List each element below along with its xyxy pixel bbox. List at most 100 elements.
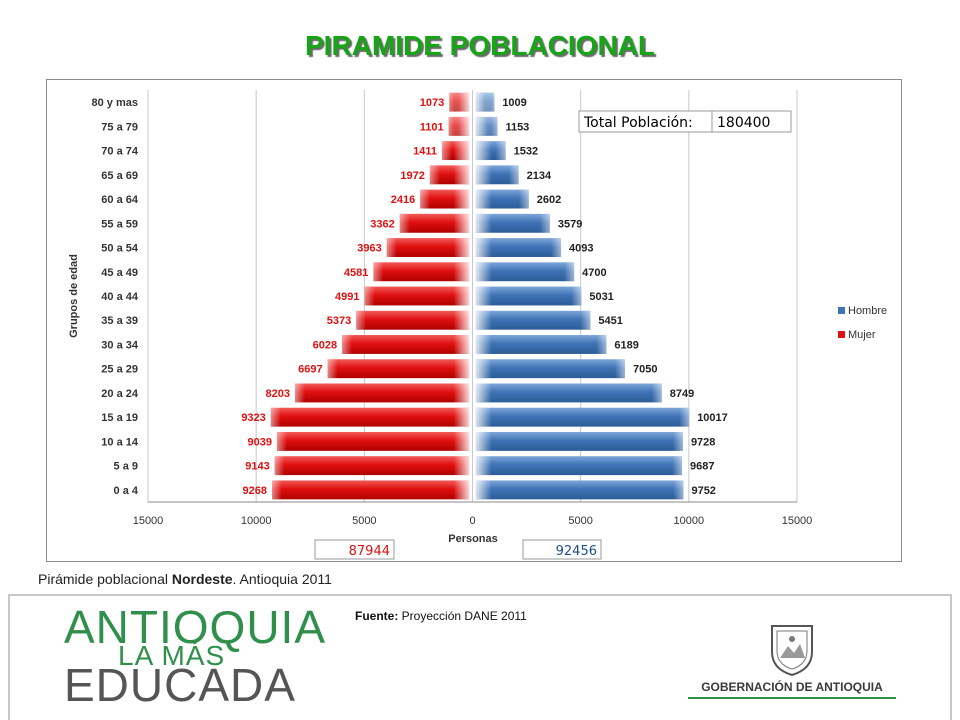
x-axis-title: Personas [448,533,498,545]
bar-hombre-edge [672,431,683,451]
bar-mujer-shine [453,335,470,354]
bar-hombre-edge [487,116,498,136]
value-label-hombre: 10017 [697,412,728,424]
bar-hombre-shine [475,359,492,379]
x-tick-label: 5000 [568,515,592,527]
chart-area: 1009 1073 1153 1101 1532 1411 2134 1972 2602 2416… [46,79,902,562]
value-label-mujer: 1073 [420,97,444,109]
bar-mujer-shine [453,165,470,185]
value-label-mujer: 9143 [245,461,269,473]
value-label-hombre: 1532 [514,146,538,158]
bar-mujer [373,262,470,282]
population-pyramid-chart: 1009 1073 1153 1101 1532 1411 2134 1972 2602 2416… [68,90,887,560]
bar-hombre [475,286,582,306]
bar-hombre-edge [551,238,562,257]
y-category-label: 40 a 44 [101,291,139,303]
y-category-label: 20 a 24 [101,388,139,400]
bar-hombre-edge [508,165,519,185]
legend-swatch-hombre [838,307,845,314]
y-category-label: 50 a 54 [101,243,139,255]
bar-hombre [475,238,562,257]
bar-hombre-edge [673,480,684,500]
bar-mujer [327,359,470,379]
bar-hombre-edge [679,407,690,427]
x-tick-label: 10000 [674,515,705,527]
bar-hombre [475,359,626,379]
bar-mujer [272,480,470,500]
government-name: GOBERNACIÓN DE ANTIOQUIA [701,680,883,694]
value-label-hombre: 4700 [582,267,606,279]
total-population-box: Total Población: 180400 [578,110,792,133]
x-tick-label: 0 [469,515,475,527]
source-note: Fuente: Proyección DANE 2011 [355,609,527,623]
total-population-value: 180400 [717,115,770,131]
y-axis-title: Grupos de edad [68,254,80,338]
value-label-mujer: 2416 [391,194,415,206]
value-label-mujer: 5373 [327,315,351,327]
bar-mujer-edge [272,480,283,500]
bar-hombre [475,213,550,233]
y-category-label: 65 a 69 [101,170,138,182]
bar-mujer-shine [453,310,470,330]
bar-mujer [274,456,470,476]
y-category-label: 25 a 29 [101,364,138,376]
y-category-label: 55 a 59 [101,218,138,230]
bar-hombre-shine [475,310,492,330]
value-label-hombre: 6189 [614,339,638,351]
coat-of-arms-icon [771,625,813,676]
bar-hombre-shine [475,141,492,161]
bar-hombre-edge [571,286,582,306]
total-population-label: Total Población: [583,115,693,131]
y-category-label: 75 a 79 [101,121,138,133]
bar-mujer-shine [453,189,470,209]
bar-hombre-shine [475,383,492,403]
x-tick-label: 10000 [241,515,272,527]
bar-hombre-shine [475,286,492,306]
bar-hombre-edge [564,262,575,282]
bar-hombre-shine [475,480,492,500]
value-label-mujer: 3963 [357,243,381,255]
bar-hombre-edge [495,141,506,161]
bar-hombre-edge [484,92,495,112]
bar-hombre-shine [475,213,492,233]
bar-mujer-shine [453,431,470,451]
bar-hombre-edge [580,310,591,330]
chart-caption: Pirámide poblacional Nordeste. Antioquia… [38,571,332,587]
bar-hombre-shine [475,456,492,476]
total-mujer-box: 87944 [314,539,395,560]
bar-mujer-edge [356,310,367,330]
caption-suffix: . Antioquia 2011 [232,571,332,587]
bar-mujer-edge [399,213,410,233]
source-text: Proyección DANE 2011 [398,609,527,623]
y-category-label: 45 a 49 [101,267,138,279]
legend-label-mujer: Mujer [848,329,876,341]
x-tick-label: 15000 [133,515,164,527]
bar-hombre-shine [475,165,492,185]
bar-mujer [270,407,470,427]
legend-swatch-mujer [838,331,845,338]
value-label-mujer: 8203 [266,388,290,400]
bar-hombre-edge [539,213,550,233]
bar-mujer [364,286,470,306]
bar-hombre [475,335,607,354]
bar-mujer-edge [441,141,452,161]
bar-mujer-shine [453,238,470,257]
bar-hombre-edge [596,335,607,354]
bar-mujer-shine [453,141,470,161]
value-label-mujer: 9323 [241,412,265,424]
government-rule [688,697,896,699]
legend-label-hombre: Hombre [848,305,887,317]
value-label-hombre: 5031 [589,291,613,303]
logo-antioquia: ANTIOQUIA [64,601,327,653]
source-label: Fuente: [355,609,399,623]
bar-mujer-shine [453,480,470,500]
x-tick-label: 5000 [352,515,376,527]
bar-hombre-shine [475,431,492,451]
value-label-hombre: 2602 [537,194,561,206]
bar-hombre-shine [475,238,492,257]
bar-hombre [475,310,591,330]
x-tick-label: 15000 [782,515,813,527]
bar-mujer-shine [453,262,470,282]
logo-educada: EDUCADA [64,659,296,711]
value-label-hombre: 9728 [691,436,715,448]
